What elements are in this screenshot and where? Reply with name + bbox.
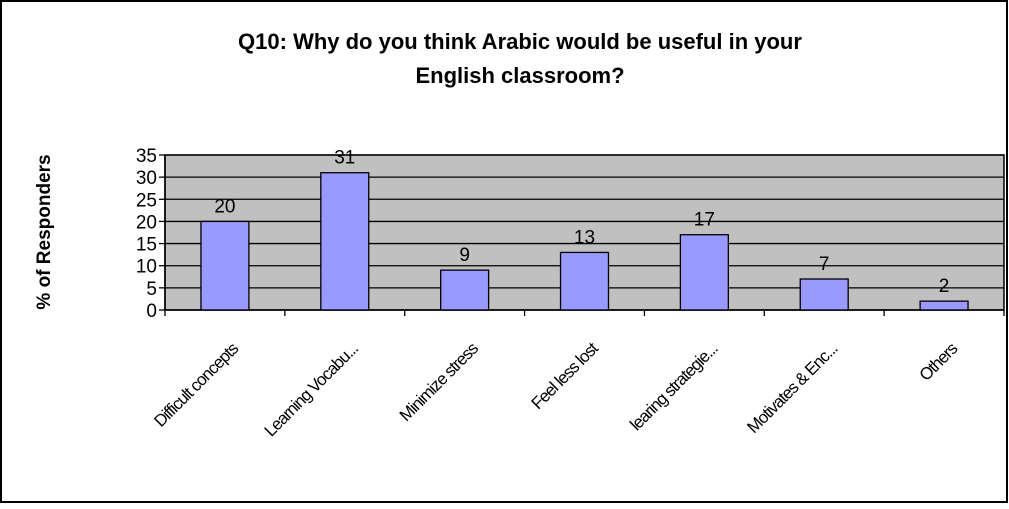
y-tick-label-6: 30 [136,168,157,189]
data-label-1: 31 [334,148,355,169]
data-label-4: 17 [694,210,715,231]
bar-1 [320,172,370,311]
bar-2 [440,269,490,311]
bar-4 [679,234,729,311]
bar-3 [559,251,610,311]
data-label-3: 13 [574,227,595,248]
y-tick-label-7: 35 [136,146,157,167]
bar-6 [919,300,969,311]
y-tick-label-5: 25 [136,190,157,211]
y-tick-label-1: 5 [146,279,157,300]
bar-0 [200,220,250,311]
data-label-5: 7 [819,254,830,275]
data-label-6: 2 [939,276,950,297]
data-label-0: 20 [214,196,235,217]
y-tick-label-3: 15 [136,235,157,256]
chart-title-line-1: Q10: Why do you think Arabic would be us… [238,29,802,54]
y-tick-label-2: 10 [136,257,157,278]
y-tick-label-4: 20 [136,212,157,233]
bar-5 [799,278,849,311]
y-axis-label: % of Responders [34,154,55,309]
chart-title-line-2: English classroom? [415,63,624,88]
y-tick-label-0: 0 [146,301,157,322]
data-label-2: 9 [459,245,470,266]
